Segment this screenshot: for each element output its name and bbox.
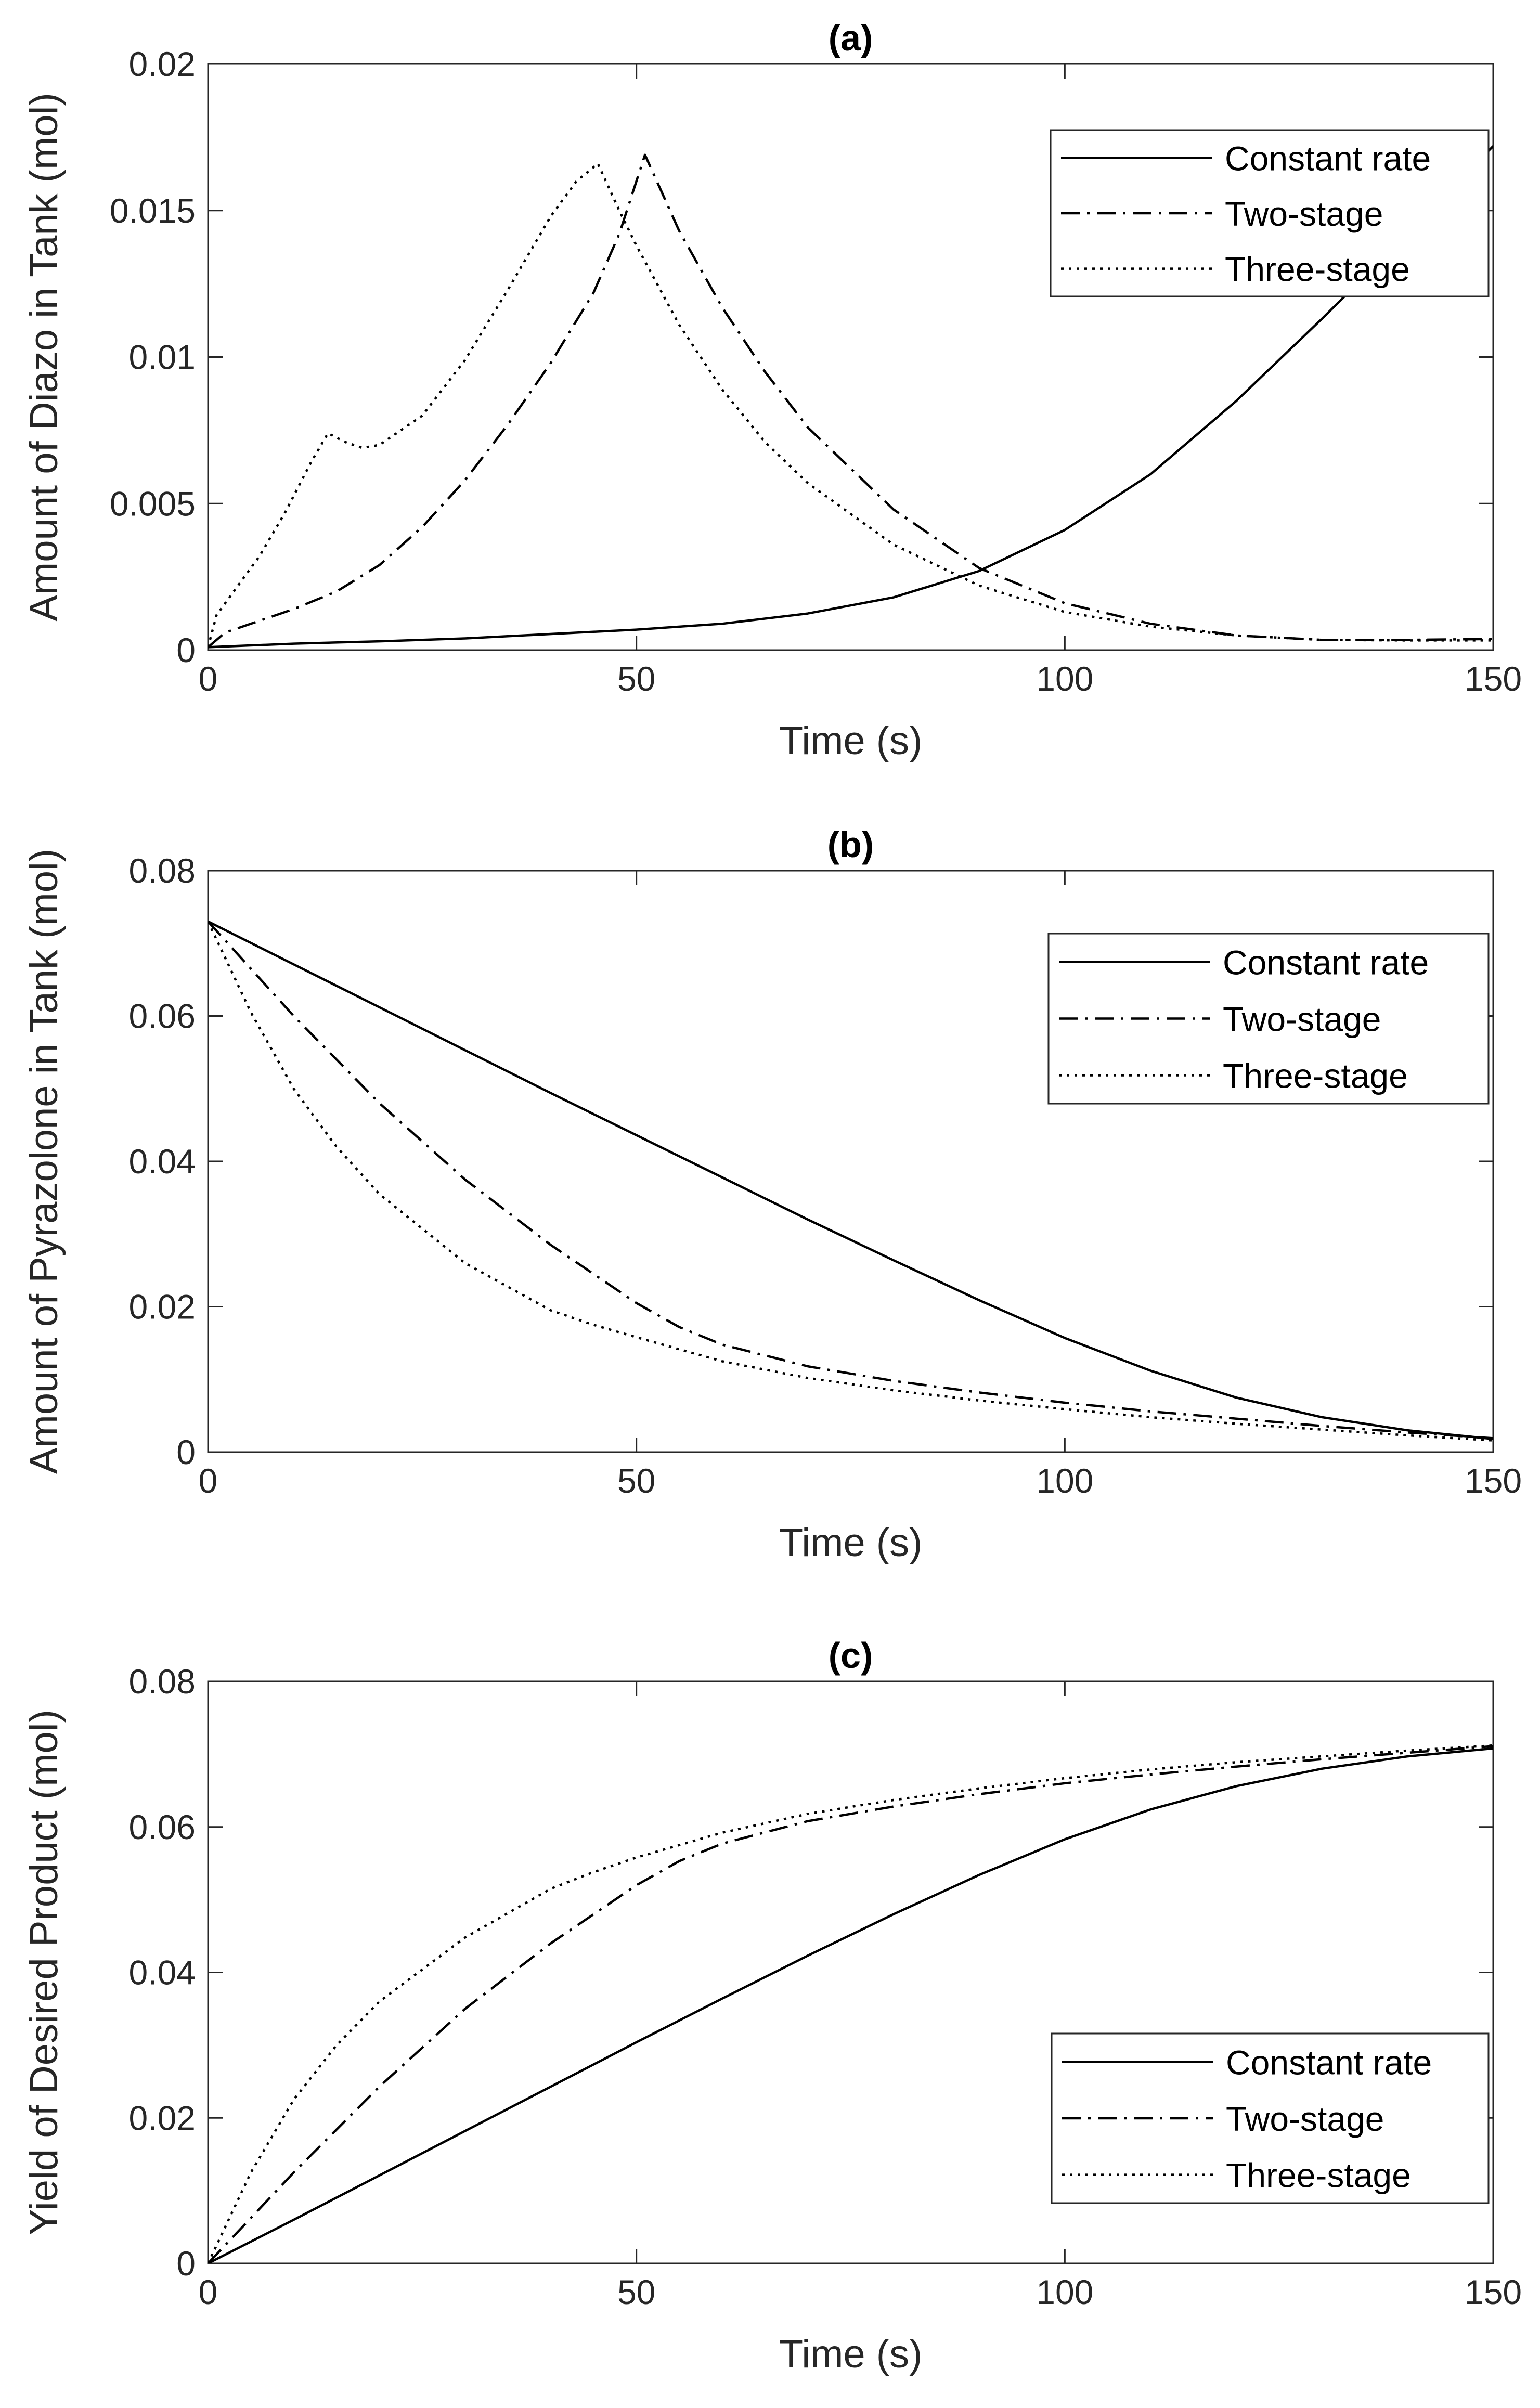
series-two-stage bbox=[208, 921, 1493, 1440]
y-tick-label: 0 bbox=[176, 631, 196, 669]
y-tick-label: 0 bbox=[176, 1433, 196, 1471]
y-tick-label: 0.08 bbox=[129, 1662, 196, 1701]
legend: Constant rate Two-stage Three-stage bbox=[1050, 129, 1490, 297]
y-tick-label: 0.02 bbox=[129, 1288, 196, 1326]
series-constant-rate bbox=[208, 920, 1493, 1441]
series-constant-rate bbox=[208, 145, 1493, 649]
legend-label: Two-stage bbox=[1226, 2100, 1384, 2138]
legend: Constant rate Two-stage Three-stage bbox=[1047, 933, 1490, 1105]
panel-1: 0 50 100 150 0 0.005 0.01 0.015 0.02 (a) Time (s) A… bbox=[22, 18, 1522, 763]
x-tick-label: 0 bbox=[199, 2273, 218, 2311]
y-tick-label: 0.015 bbox=[110, 191, 196, 230]
legend-label: Constant rate bbox=[1225, 139, 1431, 177]
panel-title: (b) bbox=[827, 824, 874, 865]
legend-label: Constant rate bbox=[1226, 2043, 1432, 2081]
x-tick-label: 100 bbox=[1036, 659, 1093, 698]
legend-label: Two-stage bbox=[1223, 1000, 1381, 1039]
x-tick-label: 100 bbox=[1036, 2273, 1093, 2311]
y-tick-label: 0.08 bbox=[129, 851, 196, 890]
x-tick-label: 50 bbox=[617, 1461, 655, 1500]
y-axis-label: Yield of Desired Product (mol) bbox=[22, 1710, 66, 2235]
legend-label: Constant rate bbox=[1223, 943, 1429, 982]
y-tick-label: 0.02 bbox=[129, 2099, 196, 2137]
y-axis-label: Amount of Diazo in Tank (mol) bbox=[22, 93, 66, 622]
x-tick-label: 150 bbox=[1465, 2273, 1522, 2311]
series-two-stage bbox=[208, 153, 1493, 649]
panel-title: (c) bbox=[829, 1635, 873, 1676]
y-tick-label: 0.04 bbox=[129, 1142, 196, 1181]
x-tick-label: 0 bbox=[199, 659, 218, 698]
panel-title: (a) bbox=[829, 18, 873, 58]
x-tick-label: 150 bbox=[1465, 1461, 1522, 1500]
x-tick-label: 100 bbox=[1036, 1461, 1093, 1500]
series-two-stage bbox=[208, 1745, 1493, 2263]
series-three-stage bbox=[208, 921, 1493, 1442]
legend-label: Three-stage bbox=[1225, 250, 1410, 289]
y-axis-label: Amount of Pyrazolone in Tank (mol) bbox=[22, 849, 66, 1474]
x-tick-label: 0 bbox=[199, 1461, 218, 1500]
legend-label: Three-stage bbox=[1223, 1057, 1408, 1095]
panel-2: 0 50 100 150 0 0.02 0.04 0.06 0.08 (b) Time (s) Amo… bbox=[22, 824, 1522, 1565]
legend: Constant rate Two-stage Three-stage bbox=[1051, 2032, 1490, 2204]
y-tick-label: 0.02 bbox=[129, 45, 196, 83]
series-three-stage bbox=[208, 162, 1493, 648]
series-constant-rate bbox=[208, 1747, 1493, 2263]
x-axis-label: Time (s) bbox=[779, 719, 923, 763]
y-tick-label: 0.005 bbox=[110, 484, 196, 523]
y-tick-label: 0.06 bbox=[129, 1808, 196, 1846]
x-tick-label: 150 bbox=[1465, 659, 1522, 698]
panel-3: 0 50 100 150 0 0.02 0.04 0.06 0.08 (c) Time (s) Yie… bbox=[22, 1635, 1522, 2376]
x-axis-label: Time (s) bbox=[779, 2332, 923, 2376]
y-tick-label: 0.04 bbox=[129, 1953, 196, 1992]
y-tick-label: 0 bbox=[176, 2244, 196, 2283]
x-tick-label: 50 bbox=[617, 659, 655, 698]
legend-label: Three-stage bbox=[1226, 2156, 1411, 2195]
y-tick-label: 0.01 bbox=[129, 338, 196, 377]
legend-label: Two-stage bbox=[1225, 195, 1383, 233]
y-tick-label: 0.06 bbox=[129, 997, 196, 1035]
x-axis-label: Time (s) bbox=[779, 1521, 923, 1565]
x-tick-label: 50 bbox=[617, 2273, 655, 2311]
